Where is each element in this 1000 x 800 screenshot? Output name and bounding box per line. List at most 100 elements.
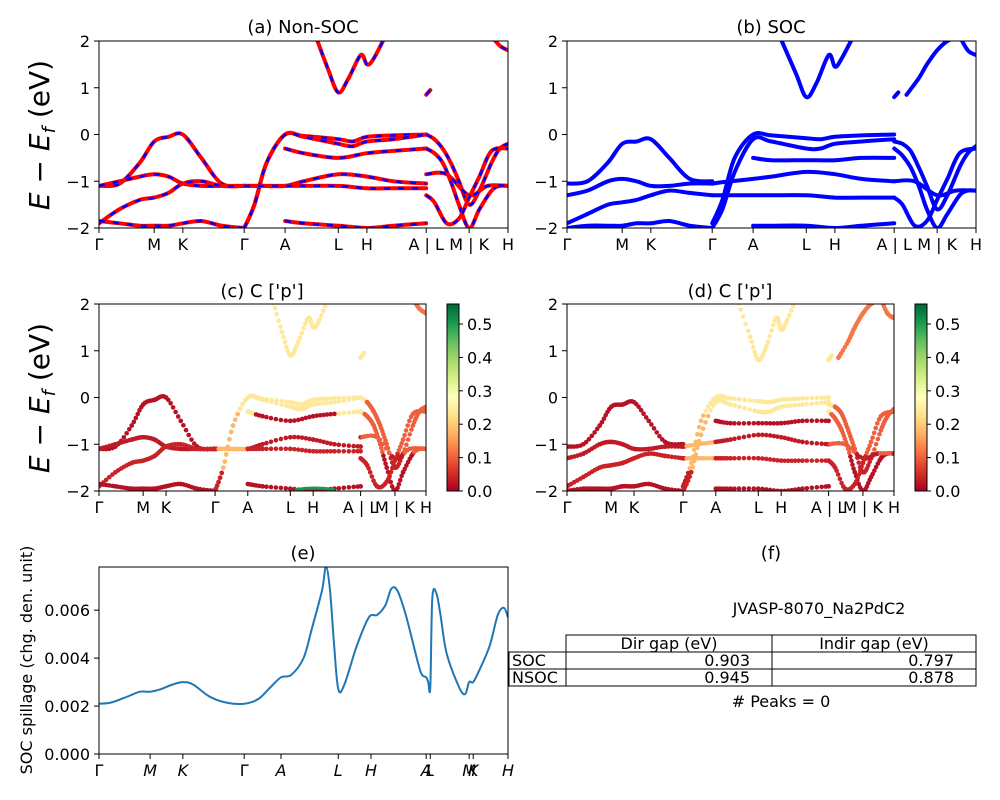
projection-point (736, 455, 742, 461)
projection-point (710, 403, 716, 408)
projection-point (237, 406, 243, 412)
axes-frame (98, 40, 509, 229)
projection-point (278, 446, 284, 452)
x-tick-label: Γ (95, 498, 104, 517)
projection-point (785, 458, 791, 464)
projection-point (346, 410, 352, 415)
projection-point (273, 438, 279, 443)
projection-point (867, 459, 872, 465)
projection-point (381, 453, 386, 458)
projection-point (787, 312, 792, 318)
projection-point (292, 446, 297, 452)
projection-point (873, 441, 879, 447)
projection-point (378, 445, 384, 451)
projection-point (268, 484, 274, 490)
projection-point (732, 436, 737, 442)
projection-point (407, 418, 412, 424)
projection-point (778, 420, 784, 426)
projection-point (189, 437, 194, 442)
y-tick-label: 0 (80, 389, 90, 408)
projection-point (875, 436, 881, 442)
projection-point (761, 350, 766, 356)
projection-point (636, 404, 641, 410)
x-tick-label: M (136, 498, 150, 517)
colorbar-tick-label: 0.4 (467, 348, 492, 367)
projection-point (751, 486, 757, 491)
projection-point (767, 421, 773, 426)
projection-point (746, 433, 752, 439)
y-tick-label: 0 (548, 389, 558, 408)
projection-point (232, 417, 238, 423)
projection-point (326, 297, 331, 302)
projection-point (819, 458, 824, 463)
projection-point (260, 397, 265, 403)
projection-point (197, 446, 203, 452)
projection-point (599, 419, 605, 425)
projection-point (771, 433, 777, 439)
table-cell-value: 0.945 (704, 668, 750, 687)
x-tick-label: L (334, 761, 343, 780)
panel-b-title: (b) SOC (736, 17, 805, 38)
projection-point (336, 485, 342, 491)
projection-point (409, 427, 414, 432)
table-cell (771, 668, 977, 687)
projection-point (283, 418, 289, 423)
projection-point (358, 448, 363, 454)
projection-point (796, 402, 801, 408)
projection-point (892, 292, 897, 297)
projection-point (747, 407, 753, 412)
projection-point (284, 399, 289, 404)
projection-point (217, 475, 223, 480)
projection-point (764, 487, 769, 491)
band-line (751, 155, 897, 163)
projection-point (287, 418, 293, 424)
projection-point (747, 398, 753, 403)
projection-point (870, 435, 875, 440)
series-layer (99, 567, 508, 705)
projection-point (839, 480, 844, 486)
projection-point (881, 296, 886, 301)
x-tick-label: K (468, 761, 480, 780)
projection-point (752, 408, 757, 414)
projection-point (771, 421, 777, 426)
projection-point (742, 397, 747, 403)
projection-point (328, 411, 333, 417)
projection-point (397, 444, 403, 450)
projection-point (586, 436, 592, 442)
projection-point (388, 469, 394, 475)
projection-point (809, 395, 815, 401)
projection-point (264, 398, 269, 404)
projection-point (778, 488, 784, 491)
projection-point (665, 444, 671, 449)
y-tick-label: 0 (548, 126, 558, 145)
x-tick-label: H (775, 498, 787, 517)
projection-point (321, 412, 326, 418)
projection-point (328, 441, 333, 446)
projection-point (834, 468, 839, 473)
projection-point (788, 396, 794, 402)
projection-point (124, 430, 129, 436)
projection-point (792, 487, 798, 491)
projection-point (767, 333, 773, 339)
projection-point (809, 401, 815, 406)
projection-point (324, 412, 330, 417)
projection-point (819, 441, 824, 447)
projection-point (875, 421, 880, 426)
projection-point (284, 344, 289, 349)
projection-point (728, 455, 733, 461)
x-tick-label: H (361, 235, 373, 254)
projection-point (796, 458, 801, 463)
projection-point (736, 435, 742, 441)
projection-point (743, 321, 748, 327)
projection-point (268, 446, 274, 452)
projection-point (785, 420, 791, 425)
band-line-blue-dashed (99, 172, 245, 188)
projection-point (273, 485, 279, 490)
projection-point (785, 403, 790, 409)
projection-point (778, 434, 784, 440)
projection-point (724, 420, 730, 426)
projection-point (371, 478, 376, 483)
y-tick-label: 1 (80, 342, 90, 361)
